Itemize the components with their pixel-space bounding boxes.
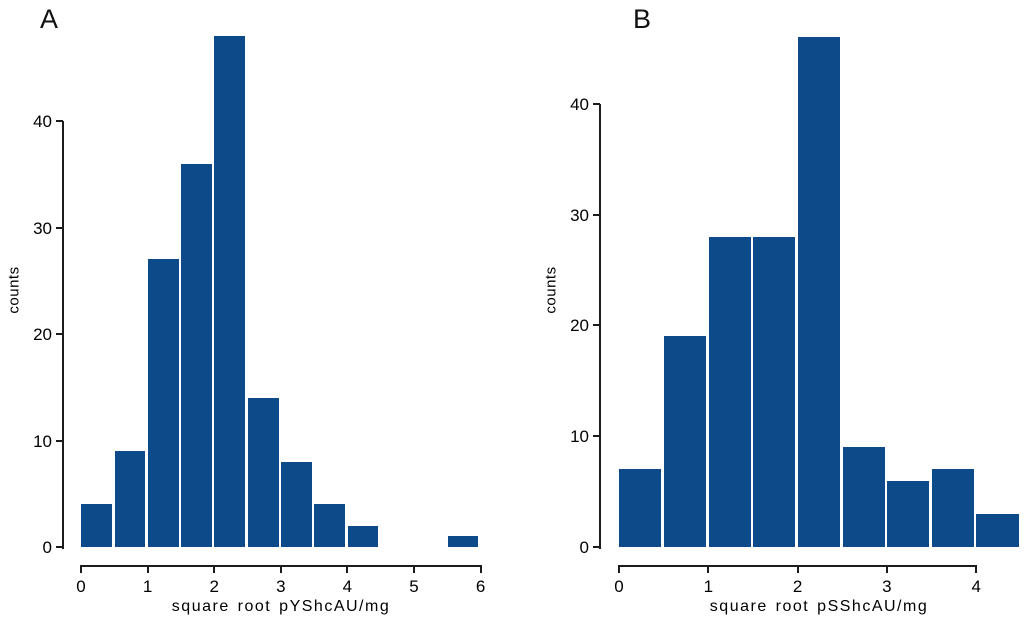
histogram-bar	[247, 397, 279, 547]
x-tick-label: 3	[882, 577, 892, 596]
histogram-bar	[447, 536, 479, 547]
y-tick	[56, 333, 63, 335]
x-axis-line	[80, 565, 482, 567]
y-tick-label: 40	[33, 112, 52, 131]
y-tick-label: 10	[570, 427, 589, 447]
y-tick-label: 30	[570, 205, 589, 225]
x-tick-label: 3	[276, 577, 286, 596]
x-tick-label: 2	[792, 577, 803, 596]
x-tick	[80, 567, 82, 573]
histogram-bar	[842, 447, 885, 547]
x-tick-label: 6	[475, 577, 486, 596]
panel-label-b: B	[633, 4, 653, 34]
histogram-bar	[214, 35, 246, 547]
y-tick	[593, 213, 600, 216]
histogram-bar	[663, 336, 707, 547]
x-tick	[146, 567, 149, 573]
histogram-bar	[114, 451, 146, 547]
x-tick	[618, 567, 620, 573]
x-axis-caption-a: square root pYShcAU/mg	[171, 598, 391, 615]
histogram-bar	[181, 163, 212, 547]
histogram-bar	[797, 37, 840, 547]
histogram-bar	[147, 259, 179, 547]
x-axis-line	[618, 565, 978, 567]
histogram-bar	[708, 236, 751, 547]
y-tick-label: 10	[33, 431, 52, 451]
x-tick-label: 5	[409, 577, 419, 596]
x-axis-caption-b: square root pSShcAU/mg	[709, 598, 929, 615]
y-tick-label: 20	[33, 325, 52, 344]
x-tick	[413, 567, 415, 573]
x-tick-label: 1	[703, 577, 714, 596]
histogram-bar	[753, 236, 796, 547]
x-tick	[279, 567, 282, 573]
y-tick	[593, 324, 600, 327]
histogram-bar	[281, 461, 312, 547]
panel-label-a: A	[40, 4, 60, 34]
x-tick	[885, 567, 888, 573]
x-tick	[479, 567, 482, 573]
y-tick	[56, 226, 63, 229]
y-tick	[56, 439, 63, 442]
y-tick-label: 0	[42, 538, 52, 557]
y-tick	[593, 102, 600, 105]
y-tick-label: 20	[570, 316, 589, 336]
y-axis-line	[599, 103, 601, 549]
x-tick	[346, 567, 349, 573]
y-axis-caption-b: counts	[542, 266, 560, 314]
histogram-bar	[887, 480, 930, 547]
histogram-bar	[314, 504, 346, 547]
x-tick-label: 1	[142, 577, 153, 596]
histogram-bar	[81, 504, 113, 547]
histogram-bar	[931, 469, 974, 547]
x-tick-label: 2	[209, 577, 219, 596]
y-tick	[593, 546, 600, 548]
x-tick	[975, 567, 978, 573]
x-tick	[707, 567, 710, 573]
x-tick	[213, 567, 216, 573]
histogram-bar	[976, 513, 1019, 547]
y-tick	[56, 546, 63, 548]
y-tick	[593, 435, 600, 438]
y-tick-label: 40	[570, 94, 589, 114]
x-tick-label: 0	[614, 577, 624, 596]
x-tick-label: 0	[76, 577, 86, 596]
y-tick	[56, 120, 63, 122]
y-axis-line	[62, 121, 64, 549]
x-tick-label: 4	[342, 577, 353, 596]
x-tick-label: 4	[971, 577, 981, 596]
y-tick-label: 30	[33, 218, 52, 238]
y-axis-caption-a: counts	[5, 266, 23, 314]
x-tick	[796, 567, 799, 573]
histogram-bar	[619, 469, 662, 547]
histogram-bar	[347, 525, 379, 547]
y-tick-label: 0	[579, 538, 589, 557]
